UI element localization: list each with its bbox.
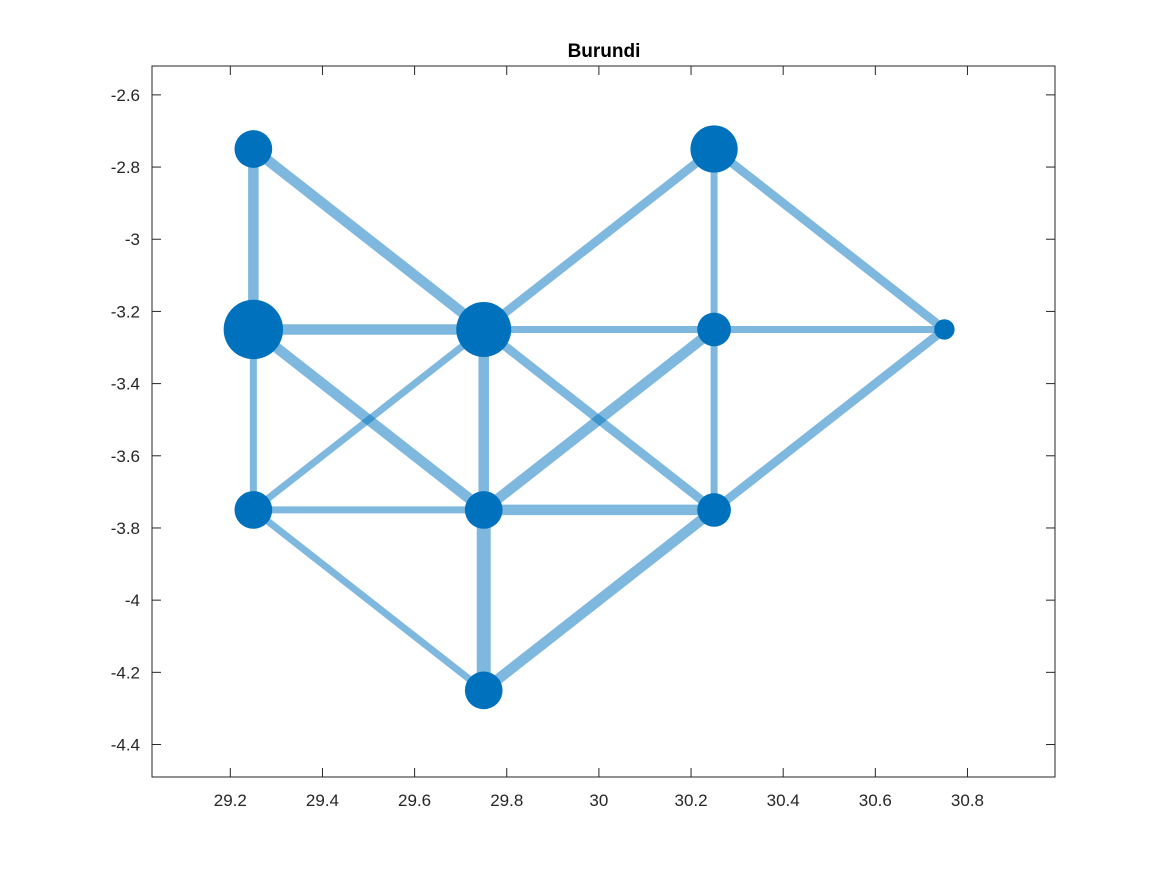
edge-n7-n10 [711,145,948,333]
edge-n4-n7 [481,145,717,333]
node-n3 [234,491,273,529]
x-tick-label: 30.6 [859,791,892,810]
y-tick-label: -4.4 [111,736,140,755]
y-tick-label: -3.8 [111,519,140,538]
node-n2 [223,299,284,360]
x-tick-label: 30 [589,791,608,810]
node-n5 [464,491,503,529]
plot-axes-box [151,65,1056,778]
x-axis: 29.2 29.4 29.6 29.8 30 30.2 30.4 30.6 30.8 [214,66,984,810]
edge-n6-n9 [480,505,718,695]
edge-n1-n4 [250,144,487,334]
x-tick-label: 29.2 [214,791,247,810]
x-tick-label: 29.6 [398,791,431,810]
chart-title: Burundi [568,41,641,62]
y-tick-label: -2.6 [111,86,140,105]
nodes-layer [223,125,955,710]
x-tick-label: 30.2 [674,791,707,810]
node-n8 [697,312,731,347]
edge-n5-n8 [480,325,718,515]
node-n6 [464,671,503,710]
node-n1 [234,130,273,168]
y-tick-label: -4.2 [111,663,140,682]
y-tick-label: -4 [125,591,140,610]
node-n7 [690,125,738,173]
x-tick-label: 29.8 [490,791,523,810]
node-n4 [456,301,512,357]
edge-n3-n6 [251,507,486,694]
x-tick-label: 30.4 [767,791,800,810]
y-axis: -2.6 -2.8 -3 -3.2 -3.4 -3.6 -3.8 -4 -4.2 -4.4 [111,86,1055,755]
y-tick-label: -2.8 [111,158,140,177]
y-tick-label: -3.2 [111,302,140,321]
y-tick-label: -3.6 [111,447,140,466]
y-tick-label: -3.4 [111,375,140,394]
x-tick-label: 29.4 [306,791,339,810]
edge-n3-n4 [251,326,486,513]
edge-n9-n10 [711,326,948,514]
y-tick-label: -3 [125,230,140,249]
node-n9 [697,493,731,527]
edges-layer [248,144,948,695]
node-n10 [934,319,955,340]
x-tick-label: 30.8 [951,791,984,810]
